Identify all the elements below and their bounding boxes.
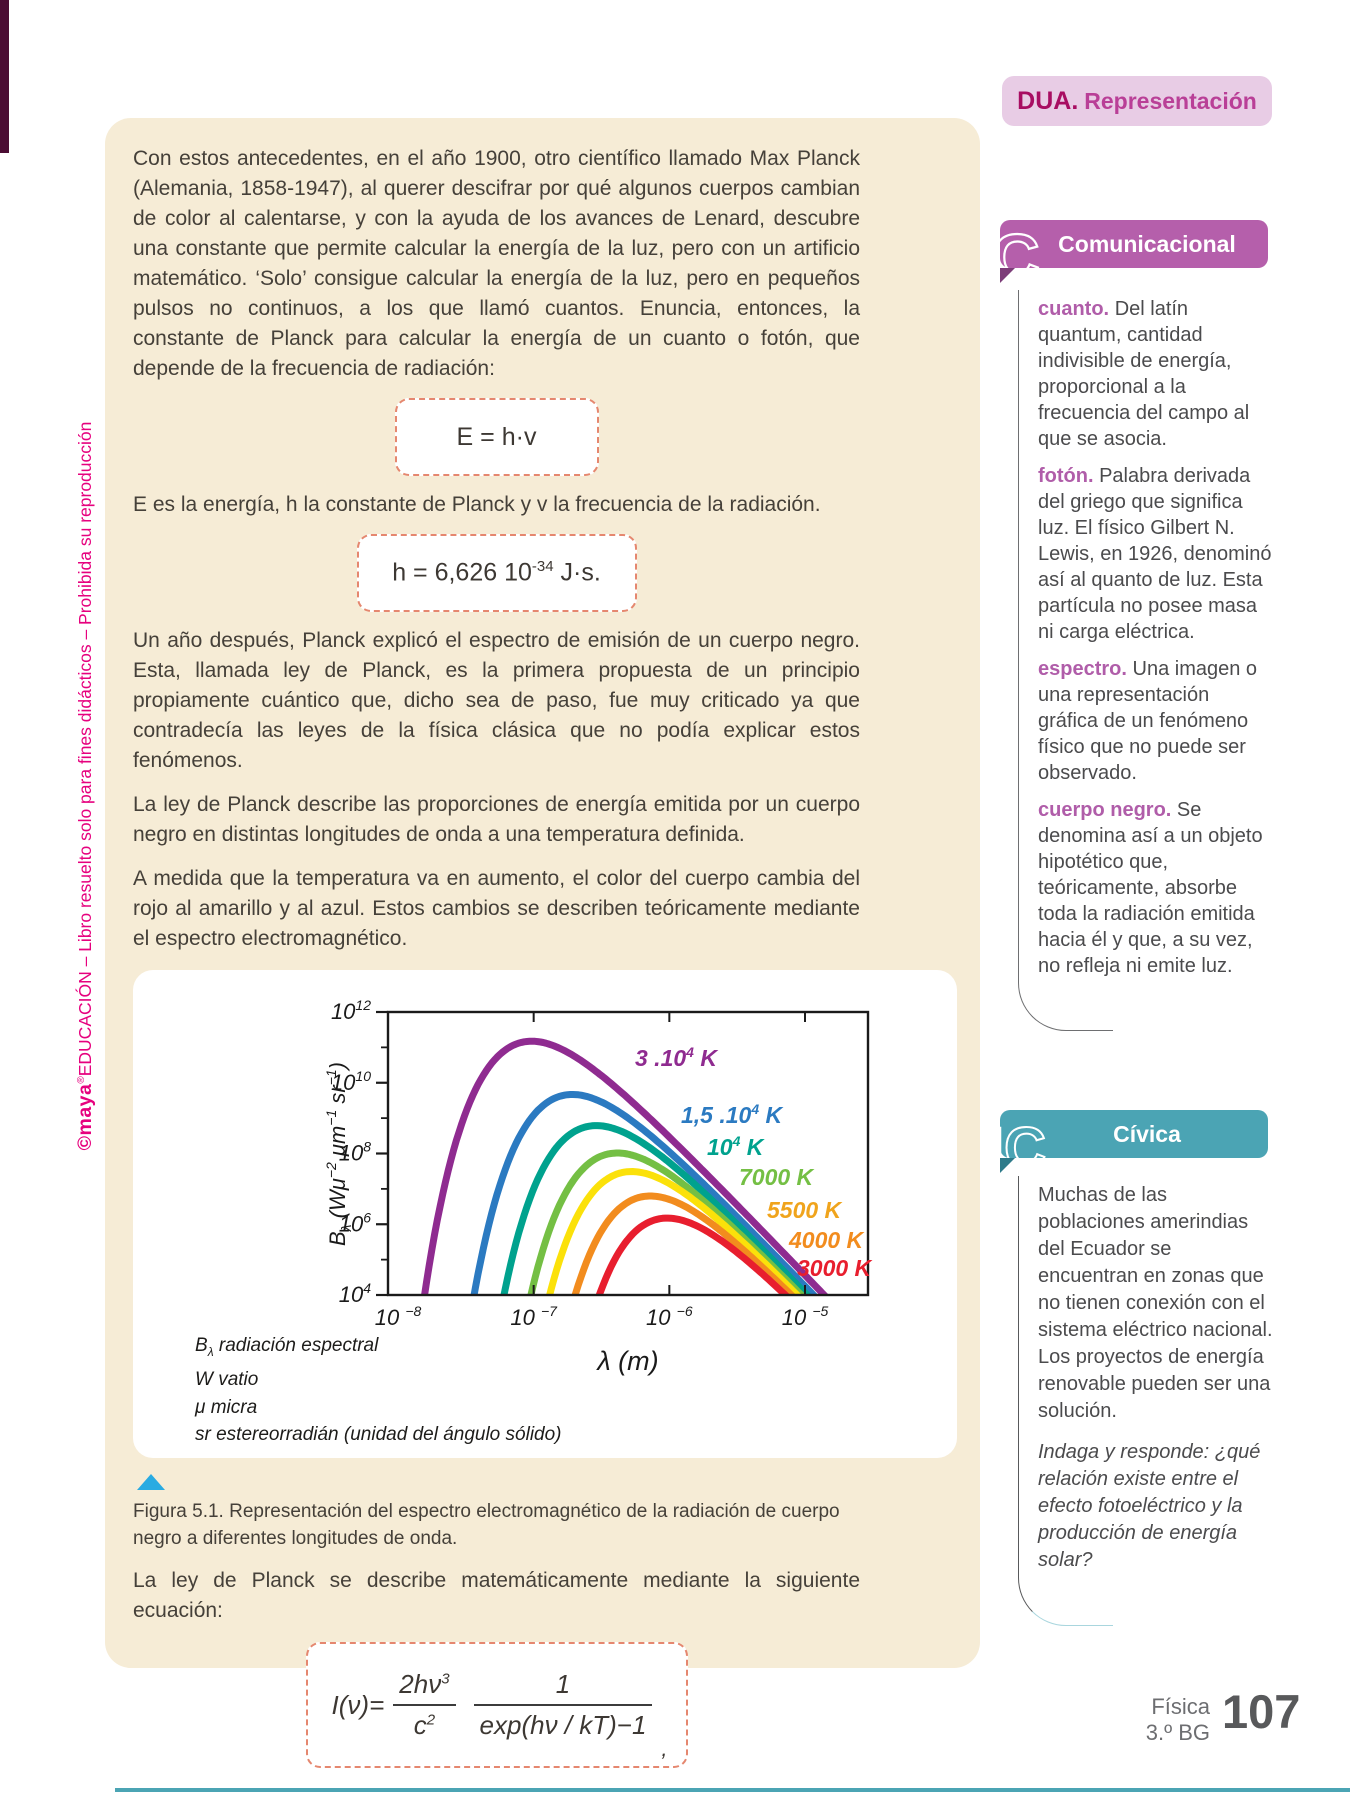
- registered-mark: ®: [76, 1076, 88, 1084]
- x-tick-label: 10 −5: [782, 1303, 829, 1330]
- equation-energy: E = h·v: [456, 422, 537, 451]
- legend-line: W vatio: [195, 1369, 259, 1391]
- footer-subject: Física: [1151, 1694, 1210, 1719]
- y-tick-label: 1010: [331, 1068, 371, 1095]
- dua-title: Representación: [1084, 87, 1257, 114]
- dua-representacion-badge: DUA. Representación: [1002, 76, 1272, 126]
- glossary-entry: cuanto. Del latín quantum, cantidad indi…: [1038, 298, 1250, 450]
- curve-5500K: [546, 1168, 803, 1295]
- paragraph-planck-intro: Con estos antecedentes, en el año 1900, …: [133, 147, 860, 380]
- curve-10000K: [500, 1122, 813, 1295]
- main-content-panel: Con estos antecedentes, en el año 1900, …: [105, 118, 980, 1768]
- publisher-logo: ©maya: [74, 1083, 96, 1151]
- curve-15000K: [470, 1091, 819, 1295]
- copyright-watermark: ©maya®EDUCACIÓN – Libro resuelto solo pa…: [74, 406, 98, 1166]
- header-fold: [1000, 1158, 1015, 1173]
- x-axis-title: λ (m): [595, 1346, 658, 1376]
- paragraph-equation-intro: La ley de Planck se describe matemáticam…: [133, 1569, 860, 1622]
- planck-law-fraction-2: 1 exp(hν / kT)−1: [473, 1669, 653, 1741]
- paragraph-planck-law: Un año después, Planck explicó el espect…: [133, 629, 860, 772]
- legend-line: μ micra: [195, 1396, 258, 1418]
- planck-law-lhs: I(ν)=: [331, 1689, 385, 1720]
- sidebar-comunicacional-body: cuanto. Del latín quantum, cantidad indi…: [1018, 290, 1274, 1031]
- glossary-entry: cuerpo negro. Se denomina así a un objet…: [1038, 799, 1263, 977]
- sidebar-header-comunicacional: C Comunicacional: [991, 219, 1268, 295]
- curve-30000K: [421, 1037, 830, 1295]
- figure-marker-triangle-icon: [137, 1474, 165, 1490]
- sidebar-civica-body: Muchas de las poblaciones amerindias del…: [1018, 1176, 1274, 1626]
- equation-planck-constant-box: h = 6,626 10-34 J·s.: [356, 534, 637, 612]
- civica-text: Muchas de las poblaciones amerindias del…: [1038, 1184, 1273, 1422]
- paragraph-equation-terms: E es la energía, h la constante de Planc…: [133, 493, 821, 516]
- figure-caption: Figura 5.1. Representación del espectro …: [133, 1501, 840, 1549]
- y-tick-label: 108: [339, 1139, 371, 1166]
- legend-line: Bλ radiación espectral: [195, 1335, 379, 1359]
- comunicacional-letter-icon: C: [991, 219, 1041, 295]
- paragraph-temperature-color: A medida que la temperatura va en aument…: [133, 867, 860, 950]
- equation-trailing-comma: ,: [661, 1736, 668, 1761]
- curve-7000K: [527, 1149, 807, 1295]
- civica-question: Indaga y responde: ¿qué relación existe …: [1038, 1441, 1261, 1571]
- footer-accent-rule: [115, 1788, 1350, 1792]
- chart-units-legend: Bλ radiación espectral W vatio μ micra s…: [195, 1332, 562, 1449]
- watermark-text: EDUCACIÓN – Libro resuelto solo para fin…: [75, 421, 95, 1077]
- y-tick-label: 106: [339, 1209, 371, 1236]
- header-fold: [1000, 268, 1015, 283]
- series-label-7000K: 7000 K: [739, 1164, 815, 1190]
- curve-3000K: [595, 1214, 791, 1295]
- x-tick-label: 10 −6: [646, 1303, 693, 1330]
- svg-text:IC: IC: [988, 1116, 1046, 1181]
- glossary-entry: espectro. Una imagen o una representació…: [1038, 658, 1258, 784]
- planck-constant-value: h = 6,626 10-34 J·s.: [392, 558, 601, 587]
- series-label-4000K: 4000 K: [788, 1227, 865, 1253]
- series-label-3000K: 3000 K: [797, 1255, 873, 1281]
- figure-chart-panel: 1012 1010 108 106 104 10 −8 10 −7 10 −6 10 −5 λ (…: [133, 970, 957, 1458]
- footer-grade: 3.º BG: [1145, 1720, 1210, 1745]
- equation-energy-box: E = h·v: [394, 398, 599, 476]
- curve-4000K: [571, 1192, 797, 1295]
- series-label-10000K: 104 K: [707, 1133, 765, 1160]
- svg-text:C: C: [992, 220, 1040, 294]
- y-tick-label: 104: [339, 1280, 371, 1307]
- equation-planck-law-box: I(ν)= 2hν3 c2 1 exp(hν / kT)−1 ,: [305, 1642, 688, 1768]
- series-label-5500K: 5500 K: [767, 1197, 843, 1223]
- dua-label: DUA.: [1017, 86, 1079, 115]
- planck-law-fraction-1: 2hν3 c2: [393, 1669, 456, 1741]
- series-label-15000K: 1,5 .104 K: [681, 1101, 784, 1128]
- page-number: 107: [1222, 1685, 1301, 1738]
- sidebar-header-civica: IC Cívica: [987, 1110, 1268, 1182]
- footer-subject-grade: Física 3.º BG: [1060, 1694, 1210, 1746]
- corner-accent-bar: [0, 0, 9, 153]
- civica-letters-icon: IC: [987, 1115, 1047, 1182]
- x-tick-label: 10 −7: [510, 1303, 558, 1330]
- paragraph-proportions: La ley de Planck describe las proporcion…: [133, 793, 860, 846]
- x-tick-label: 10 −8: [375, 1303, 422, 1330]
- series-label-30000K: 3 .104 K: [635, 1044, 718, 1071]
- legend-line: sr estereorradián (unidad del ángulo sól…: [195, 1424, 562, 1446]
- glossary-entry: fotón. Palabra derivada del griego que s…: [1038, 465, 1272, 643]
- y-tick-label: 1012: [331, 997, 371, 1024]
- y-axis-title: Bλ (Wμ−2 μm−1 sr−1): [323, 1062, 354, 1246]
